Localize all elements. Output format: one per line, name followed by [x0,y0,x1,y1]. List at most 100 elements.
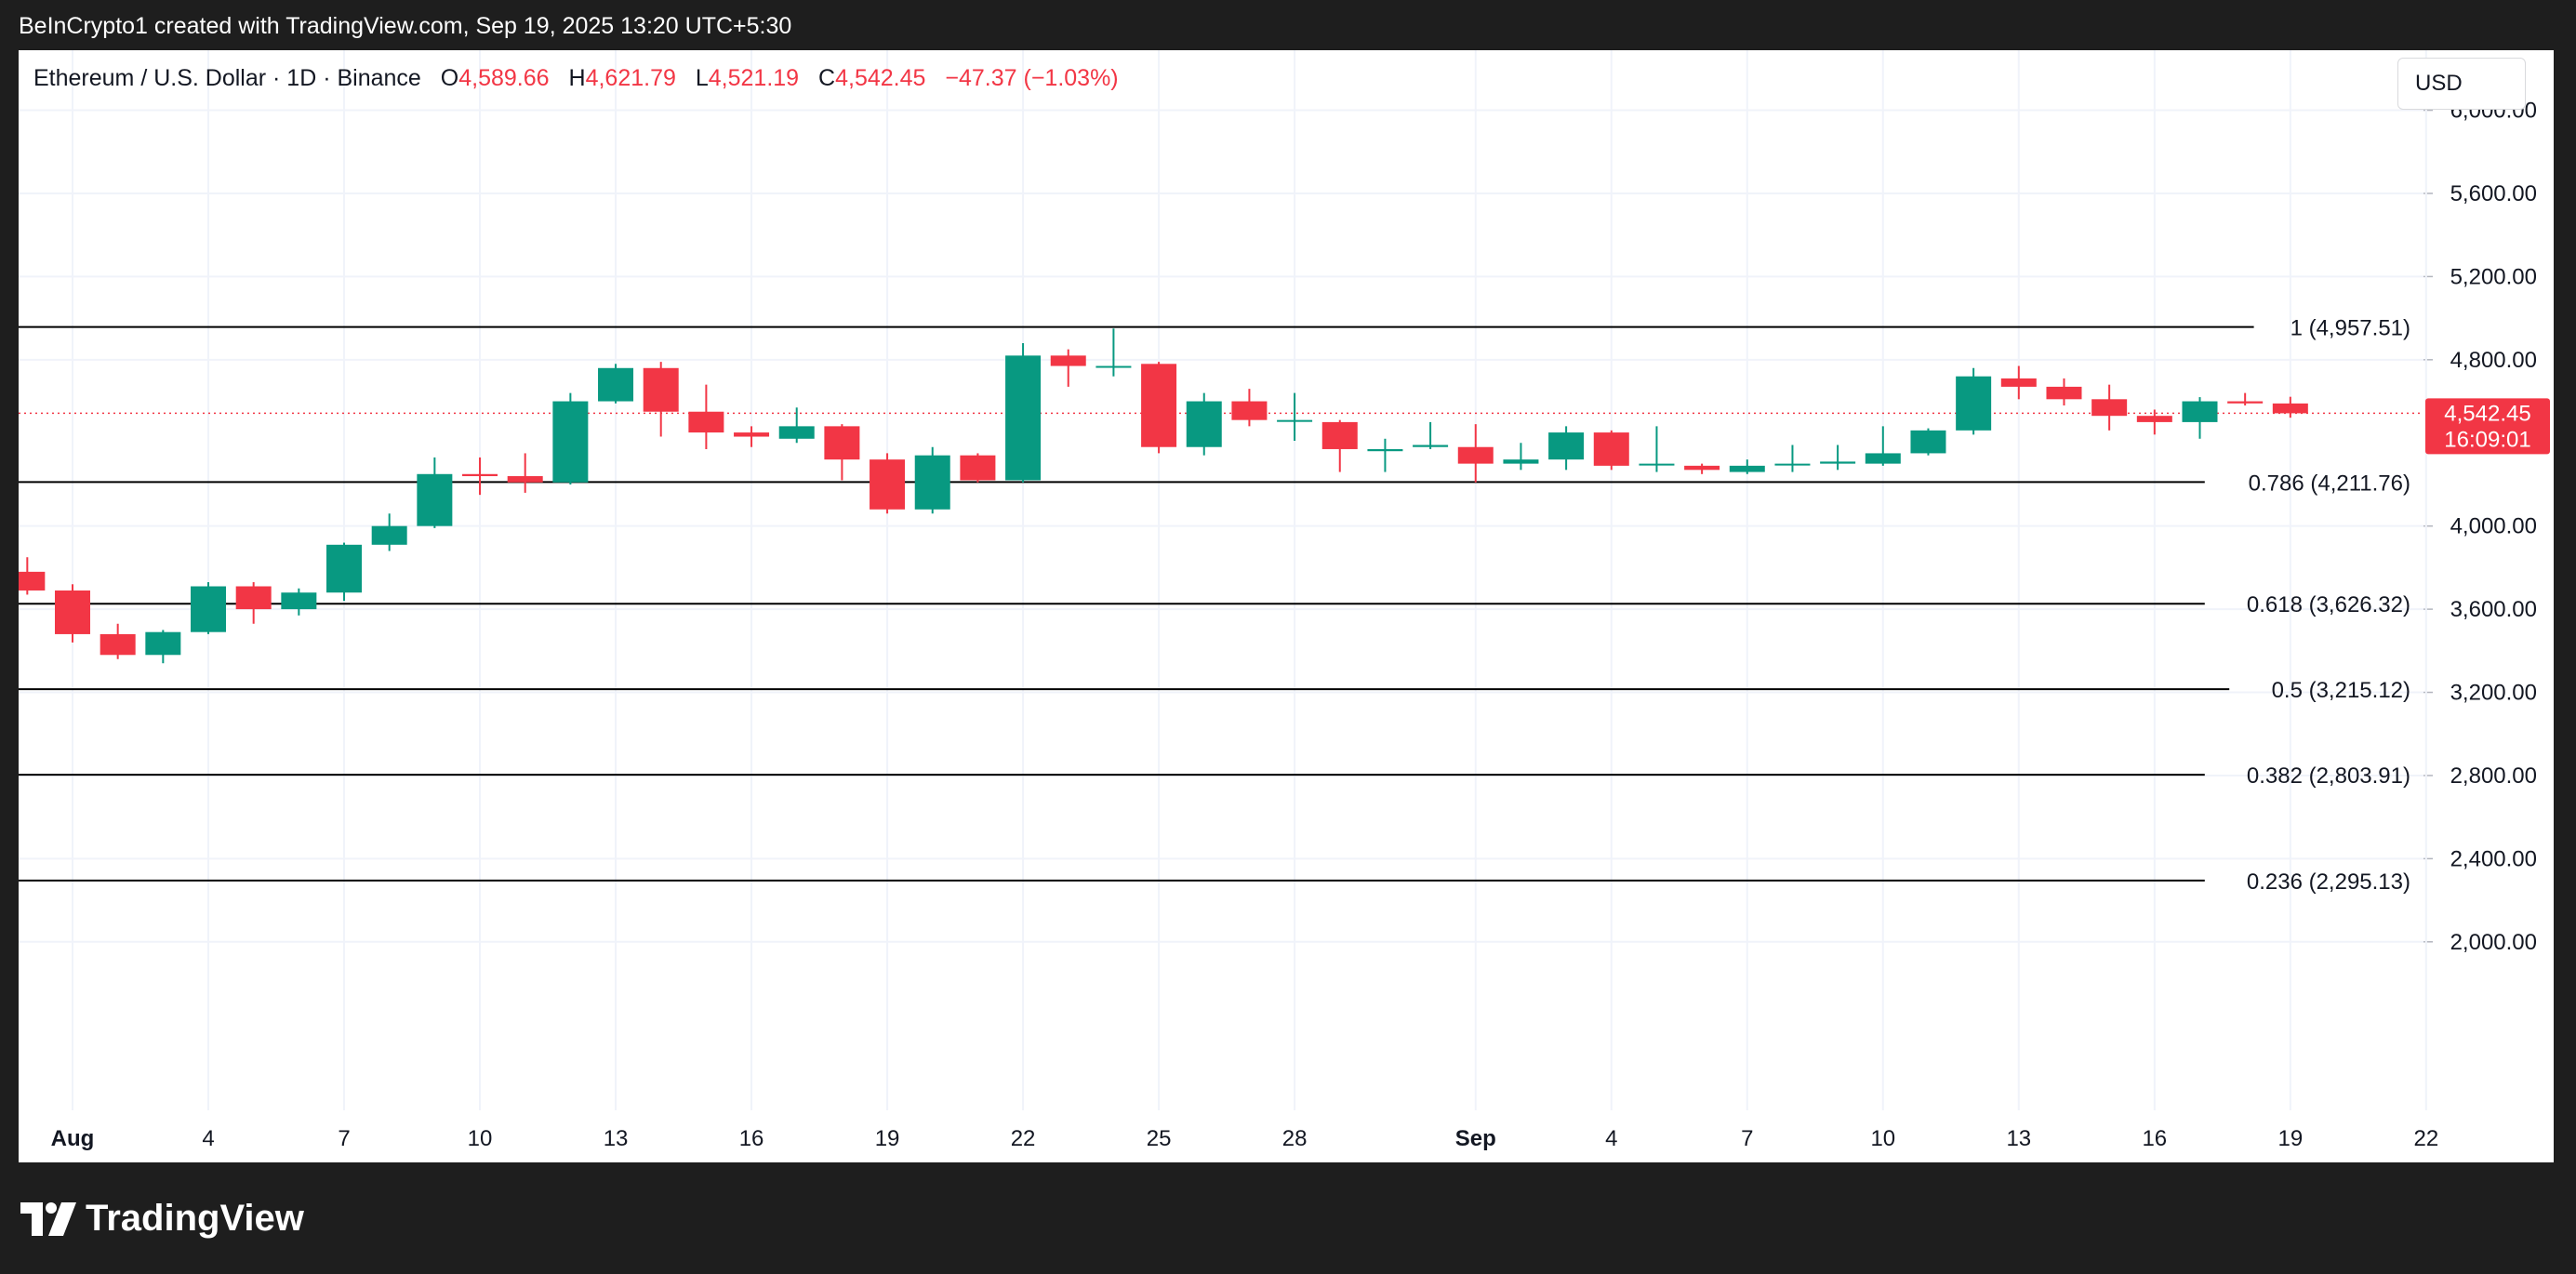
candle-body [1820,461,1856,464]
chart-panel[interactable]: 6,400.006,000.005,600.005,200.004,800.00… [19,50,2554,1162]
x-tick-label: 10 [1870,1126,1895,1151]
fib-level-label: 0.236 (2,295.13) [2247,869,2410,895]
candle-body [371,525,407,545]
x-tick-label: 16 [2142,1126,2167,1151]
candle-body [688,411,724,433]
x-tick-label: 19 [2277,1126,2303,1151]
candle-body [870,459,906,510]
open-label: O [440,65,459,91]
x-tick-label: 13 [2006,1126,2031,1151]
candle-body [191,586,227,632]
currency-selector[interactable]: USD [2397,58,2526,110]
candle-body [507,476,543,483]
y-tick-label: 5,600.00 [2450,181,2537,206]
x-tick-label: 13 [604,1126,629,1151]
candle-body [1774,463,1811,466]
candle-body [326,544,363,593]
candle-body [960,455,996,481]
candle-body [1956,376,1992,431]
x-tick-label: 16 [739,1126,764,1151]
x-tick-label: 10 [468,1126,493,1151]
x-tick-label: Aug [51,1126,95,1151]
candle-body [462,473,498,477]
last-price-badge [2425,398,2550,455]
fib-level-label: 0.382 (2,803.91) [2247,763,2410,789]
close-value: 4,542.45 [835,65,926,91]
candle-body [1005,355,1042,481]
candle-body [1321,421,1358,449]
y-tick-label: 3,600.00 [2450,597,2537,622]
candle-body [1910,430,1946,454]
candle-body [643,367,679,412]
candle-body [1186,401,1222,447]
candle-body [824,426,860,460]
candle-body [1095,365,1132,368]
candle-body [1865,453,1901,464]
x-tick-label: 28 [1282,1126,1308,1151]
tradingview-brand-text: TradingView [86,1198,304,1239]
candle-body [552,401,589,483]
change-value: −47.37 (−1.03%) [945,65,1119,91]
candle-body [19,571,46,591]
x-tick-label: 4 [1605,1126,1617,1151]
x-tick-label: 7 [338,1126,350,1151]
x-tick-label: 25 [1147,1126,1172,1151]
candle-body [1593,432,1629,466]
chart-caption: BeInCrypto1 created with TradingView.com… [19,13,792,39]
candle-body [734,432,770,437]
candle-body [1503,459,1539,464]
y-tick-label: 2,000.00 [2450,930,2537,955]
x-tick-label: 19 [875,1126,900,1151]
bar-countdown: 16:09:01 [2444,427,2530,452]
x-tick-label: 7 [1741,1126,1753,1151]
candle-body [281,592,317,610]
x-tick-label: 22 [1011,1126,1036,1151]
candle-body [1548,432,1585,460]
candle-body [145,631,181,656]
candle-body [914,455,950,510]
candle-body [2000,378,2037,387]
tradingview-logo-icon [20,1201,76,1236]
low-value: 4,521.19 [708,65,800,91]
high-label: H [568,65,586,91]
candle-body [2182,401,2218,422]
high-value: 4,621.79 [585,65,676,91]
candlestick-chart[interactable]: 6,400.006,000.005,600.005,200.004,800.00… [19,50,2554,1162]
candle-body [2227,401,2264,404]
x-tick-label: 22 [2413,1126,2438,1151]
x-tick-label: 4 [202,1126,214,1151]
fib-level-label: 1 (4,957.51) [2291,316,2410,341]
candle-body [235,586,272,610]
candle-body [100,633,136,656]
candle-body [2272,403,2308,414]
candle-body [2091,399,2128,417]
fib-level-label: 0.5 (3,215.12) [2272,678,2410,703]
close-label: C [818,65,836,91]
low-label: L [695,65,709,91]
symbol-legend: Ethereum / U.S. Dollar · 1D · Binance O4… [33,65,1119,92]
candle-body [1457,446,1494,464]
y-tick-label: 2,400.00 [2450,846,2537,871]
y-tick-label: 4,800.00 [2450,348,2537,373]
candle-body [1367,448,1403,452]
y-tick-label: 5,200.00 [2450,264,2537,289]
candle-body [598,367,634,402]
candle-body [1413,445,1449,447]
candle-body [1050,355,1086,366]
open-value: 4,589.66 [458,65,550,91]
fib-level-label: 0.786 (4,211.76) [2249,471,2410,496]
candle-body [1231,401,1268,420]
tradingview-logo[interactable]: TradingView [20,1198,304,1240]
x-tick-label: Sep [1455,1126,1496,1151]
candle-body [778,426,815,439]
last-price-value: 4,542.45 [2444,401,2530,426]
candle-body [1684,465,1720,471]
y-tick-label: 4,000.00 [2450,514,2537,539]
candle-body [2136,416,2172,422]
candle-body [417,473,453,526]
candle-body [1277,419,1313,422]
candle-body [1639,463,1675,466]
candle-body [55,590,90,634]
symbol-name[interactable]: Ethereum / U.S. Dollar · 1D · Binance [33,65,421,91]
candle-body [2046,386,2082,400]
